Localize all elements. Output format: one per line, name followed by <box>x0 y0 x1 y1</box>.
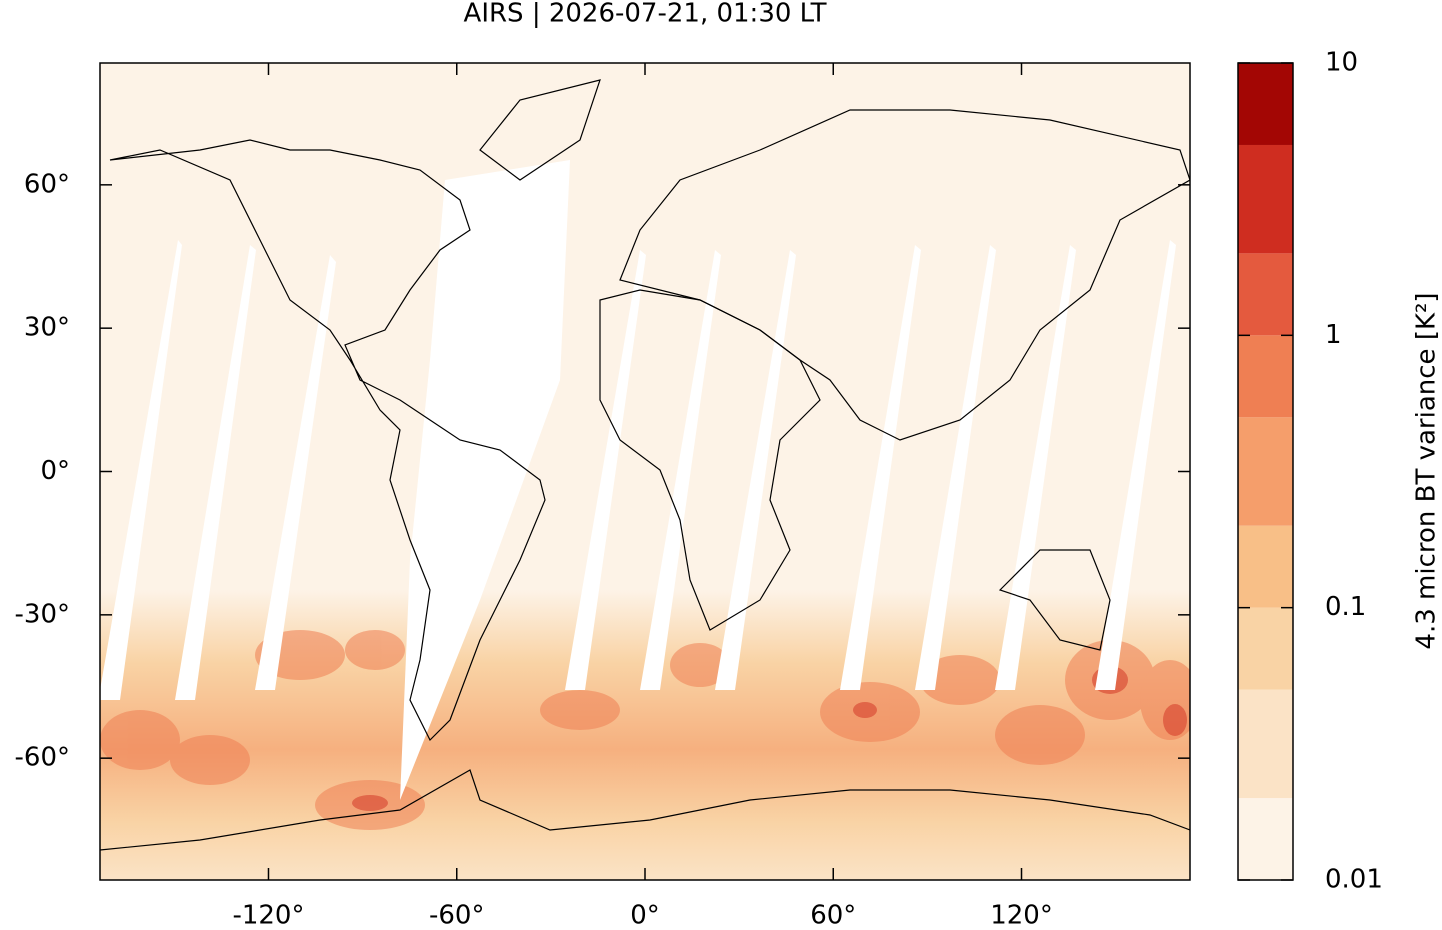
colorbar-tick-label: 0.01 <box>1325 865 1383 895</box>
colorbar-level <box>1238 525 1293 608</box>
y-tick-label: -30° <box>15 599 70 629</box>
colorbar-level <box>1238 798 1293 880</box>
y-tick-label: 60° <box>24 169 70 199</box>
y-tick-label: 30° <box>24 313 70 343</box>
colorbar-level <box>1238 417 1293 526</box>
x-tick-label: -120° <box>232 901 304 930</box>
y-tick-label: -60° <box>15 743 70 773</box>
colorbar-tick-label: 10 <box>1325 48 1358 78</box>
colorbar-tick-label: 1 <box>1325 320 1342 350</box>
x-tick-label: 60° <box>810 901 856 930</box>
map-field <box>100 63 1190 880</box>
colorbar-level <box>1238 63 1293 145</box>
x-tick-label: 0° <box>630 901 660 930</box>
coastlines <box>100 79 1190 851</box>
y-tick-label: 0° <box>40 456 70 486</box>
chart-title: AIRS | 2026-07-21, 01:30 LT <box>464 0 827 29</box>
x-tick-label: -60° <box>429 901 484 930</box>
colorbar-level <box>1238 689 1293 799</box>
colorbar-frame <box>1237 62 1294 881</box>
colorbar-level <box>1238 607 1293 690</box>
swath-gaps <box>100 160 1176 800</box>
colorbar-label: 4.3 micron BT variance [K²] <box>1412 292 1442 649</box>
x-tick-label: 120° <box>990 901 1053 930</box>
colorbar-level <box>1238 253 1293 336</box>
colorbar-tick-label: 0.1 <box>1325 592 1366 622</box>
colorbar-level <box>1238 335 1293 418</box>
colorbar-level <box>1238 144 1293 254</box>
